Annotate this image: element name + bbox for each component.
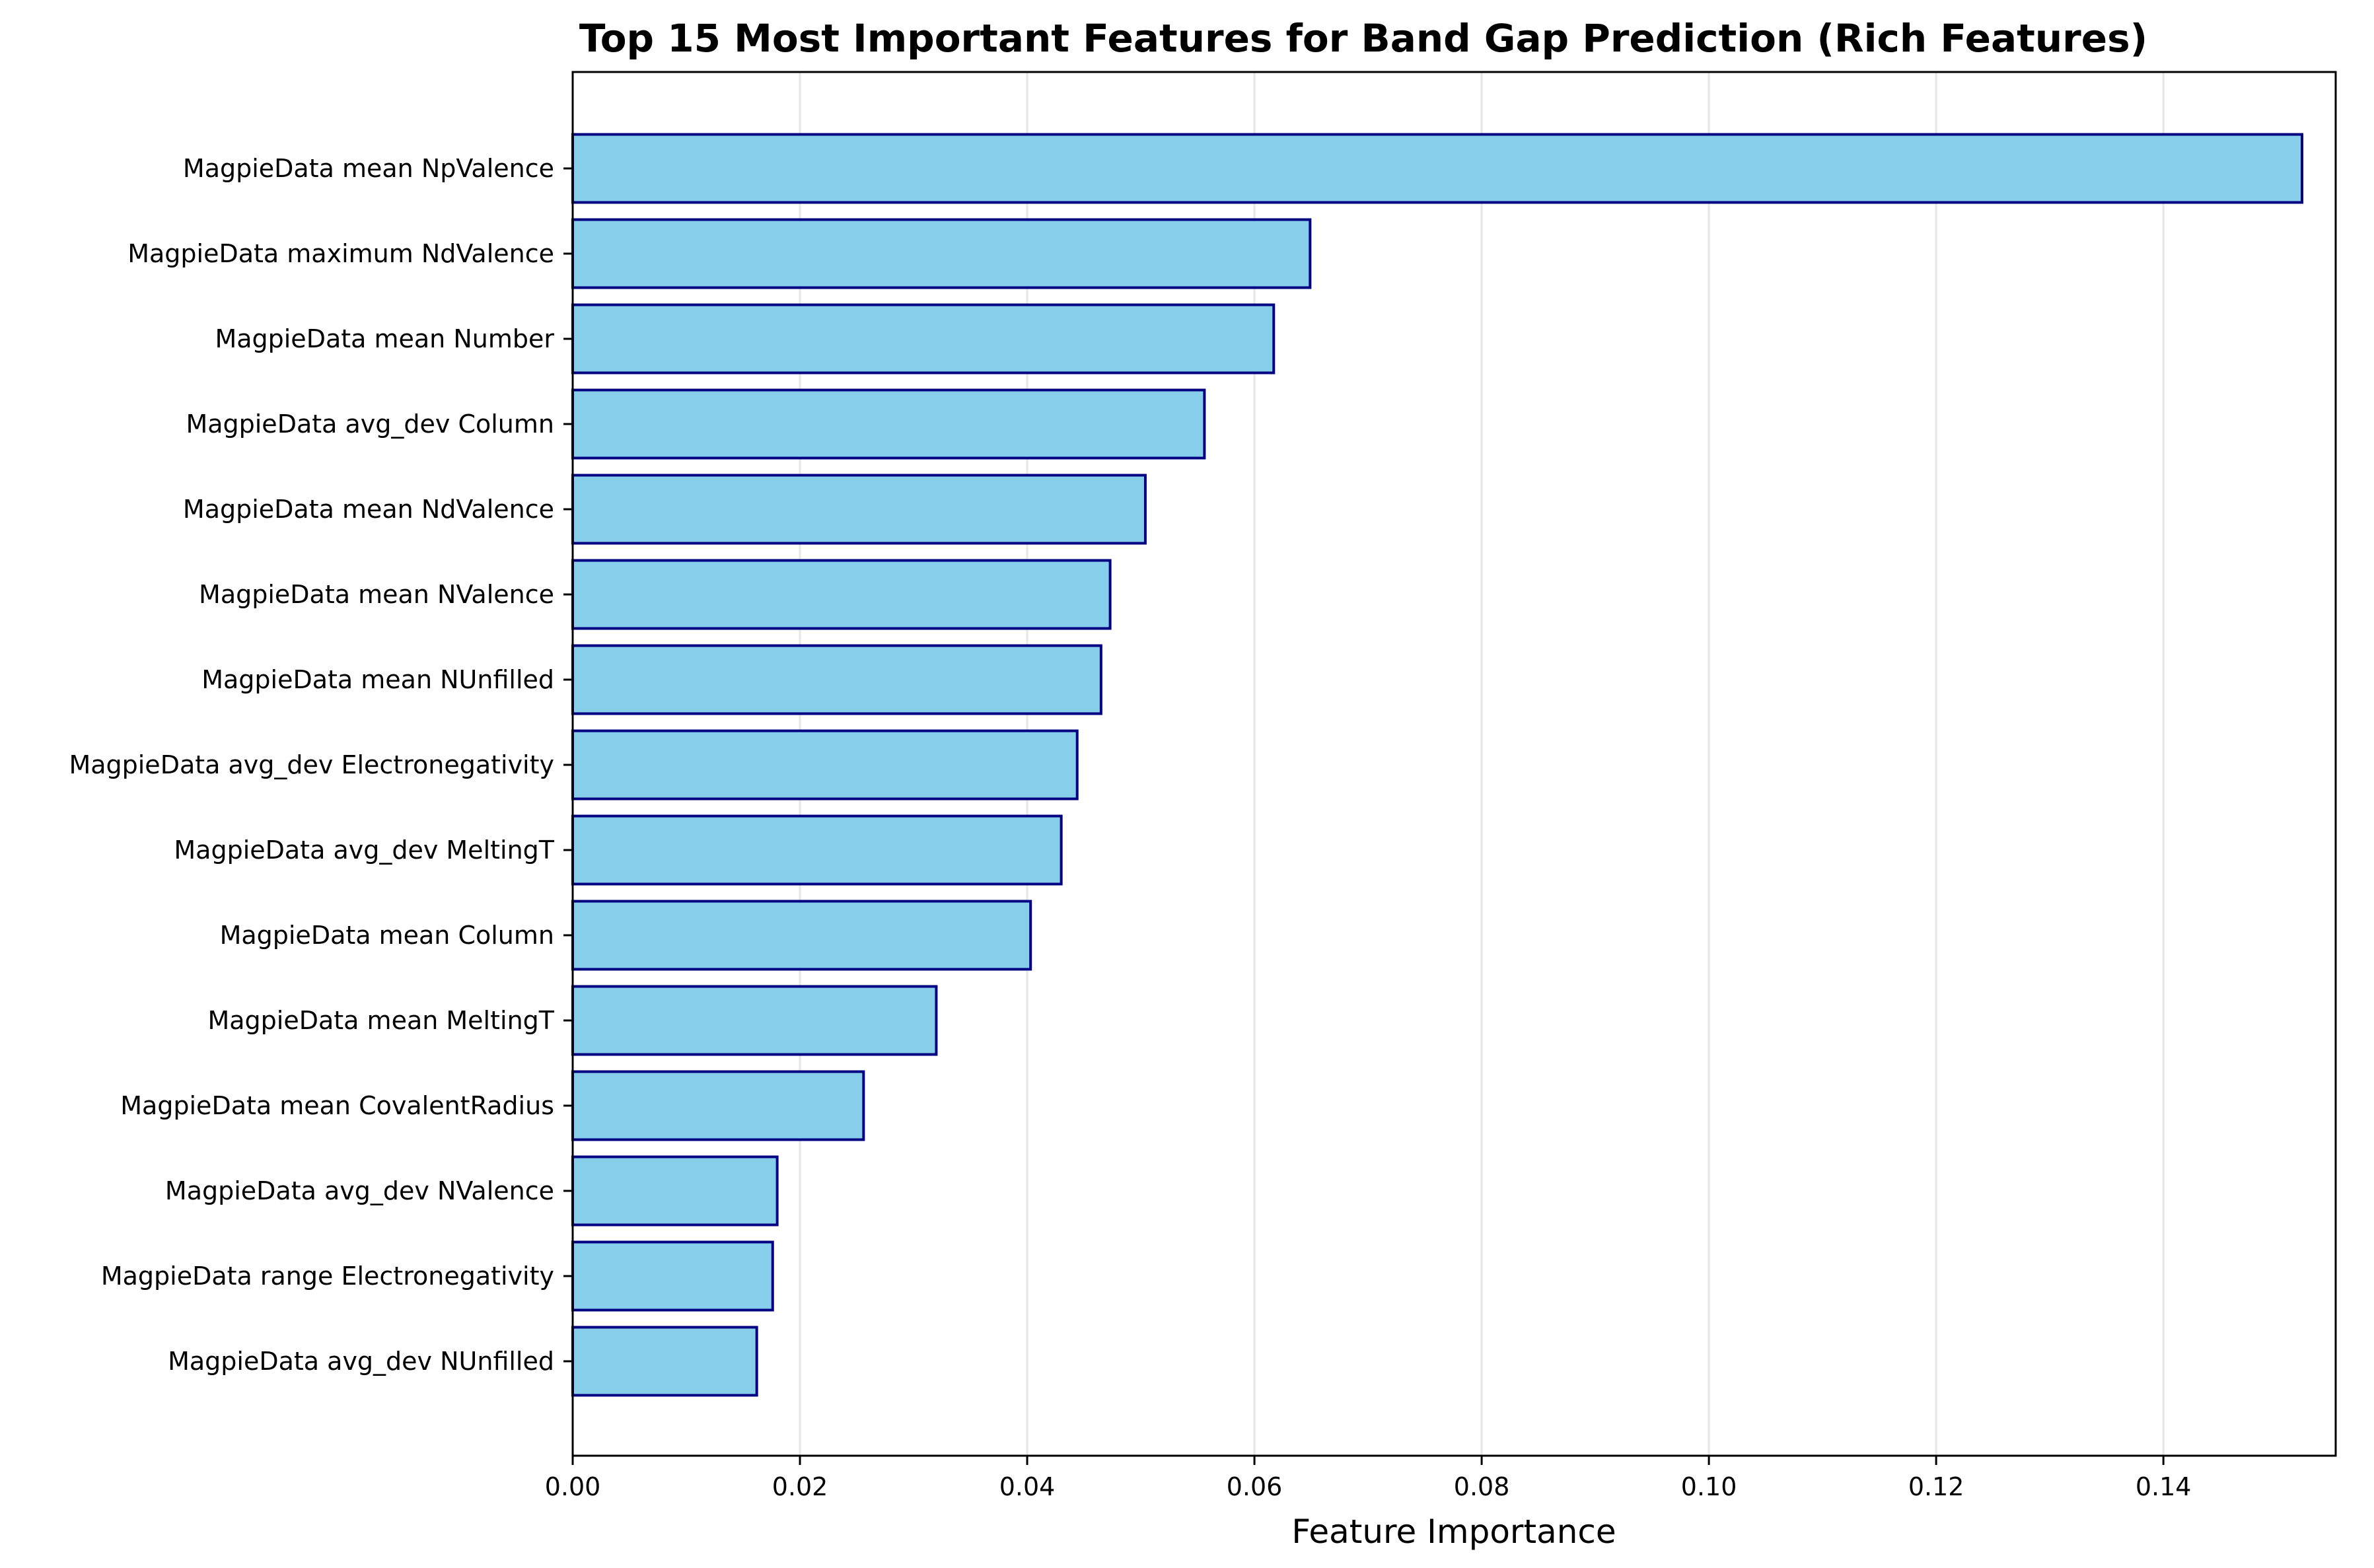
chart-title: Top 15 Most Important Features for Band … — [579, 16, 2147, 61]
bar — [571, 388, 1206, 460]
y-tick-label: MagpieData range Electronegativity — [101, 1262, 554, 1291]
y-tick-label: MagpieData avg_dev NUnfilled — [168, 1347, 554, 1376]
y-tick-label: MagpieData avg_dev Electronegativity — [69, 750, 554, 779]
x-tick-label: 0.06 — [1227, 1472, 1283, 1501]
y-tick-label: MagpieData avg_dev Column — [186, 410, 554, 439]
bar — [571, 1070, 865, 1141]
bar — [571, 559, 1112, 630]
x-tick-label: 0.02 — [772, 1472, 828, 1501]
bars — [571, 133, 2303, 1397]
x-axis-label: Feature Importance — [1291, 1513, 1616, 1551]
y-tick-label: MagpieData mean NpValence — [183, 154, 554, 183]
y-tick-label: MagpieData mean Number — [215, 324, 554, 353]
x-tick-label: 0.12 — [1908, 1472, 1964, 1501]
x-tick-label: 0.08 — [1454, 1472, 1510, 1501]
y-tick-label: MagpieData avg_dev MeltingT — [174, 836, 554, 865]
bar — [571, 133, 2303, 204]
y-tick-label: MagpieData mean NUnfilled — [201, 665, 554, 694]
bar — [571, 474, 1147, 545]
y-tick-label: MagpieData mean Column — [220, 921, 554, 950]
y-tick-label: MagpieData mean NdValence — [183, 495, 554, 524]
bar — [571, 814, 1063, 886]
y-tick-label: MagpieData mean MeltingT — [207, 1006, 554, 1035]
bar — [571, 729, 1079, 801]
bar — [571, 1155, 779, 1227]
y-tick-label: MagpieData mean CovalentRadius — [120, 1091, 554, 1120]
bar — [571, 644, 1102, 715]
plot-frame — [571, 71, 2337, 1457]
y-tick-label: MagpieData avg_dev NValence — [165, 1176, 554, 1205]
bar — [571, 900, 1032, 971]
x-axis-tick-labels: 0.00 0.02 0.04 0.06 0.08 0.10 0.12 0.14 — [545, 1456, 2192, 1501]
y-axis-tick-labels: MagpieData mean NpValence MagpieData maxi… — [69, 154, 573, 1376]
x-tick-label: 0.04 — [999, 1472, 1056, 1501]
gridlines — [799, 72, 2165, 1456]
y-tick-label: MagpieData maximum NdValence — [127, 239, 554, 268]
bar — [571, 1240, 774, 1312]
bar — [571, 218, 1312, 289]
bar — [571, 1326, 758, 1397]
x-tick-label: 0.10 — [1681, 1472, 1737, 1501]
x-tick-label: 0.00 — [545, 1472, 601, 1501]
bar — [571, 985, 938, 1056]
bar — [571, 303, 1276, 374]
y-tick-label: MagpieData mean NValence — [199, 580, 554, 609]
x-tick-label: 0.14 — [2136, 1472, 2192, 1501]
